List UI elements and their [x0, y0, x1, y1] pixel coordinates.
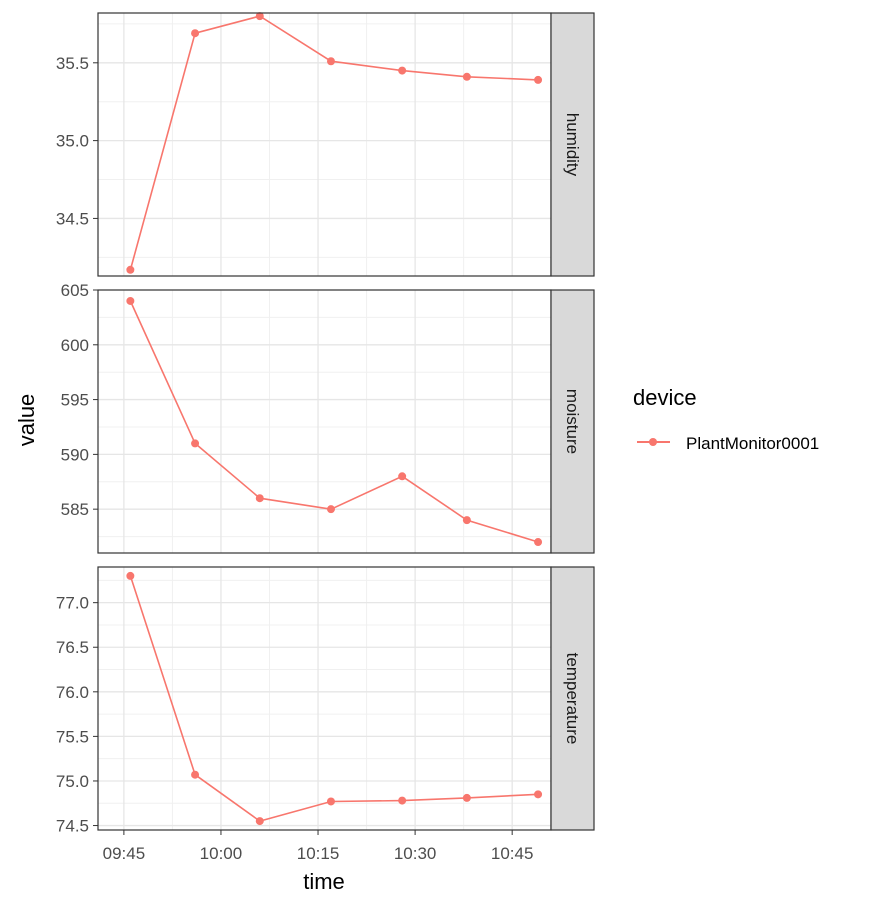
y-tick-label: 76.0 — [56, 683, 89, 702]
data-point — [326, 57, 335, 66]
data-point — [398, 66, 407, 75]
strip-background — [550, 12, 595, 277]
data-point — [255, 817, 264, 826]
legend-title: device — [633, 385, 697, 410]
data-point — [255, 494, 264, 503]
panel-background — [98, 567, 551, 830]
y-tick-label: 585 — [61, 500, 89, 519]
y-tick-label: 74.5 — [56, 817, 89, 836]
data-point — [126, 296, 135, 305]
x-tick-label: 10:45 — [491, 844, 534, 863]
legend-entry-label: PlantMonitor0001 — [686, 434, 819, 453]
data-point — [534, 75, 543, 84]
panel-moisture: 585 590 595 600 605 moisture — [61, 281, 595, 554]
x-tick-label: 10:30 — [394, 844, 437, 863]
y-tick-label: 76.5 — [56, 638, 89, 657]
data-point — [534, 538, 543, 547]
panel-humidity: 34.5 35.0 35.5 humidity — [56, 12, 595, 277]
legend-key-point — [649, 438, 657, 446]
strip-background — [550, 289, 595, 554]
y-tick-label: 600 — [61, 336, 89, 355]
data-point — [398, 472, 407, 481]
strip-label: humidity — [563, 113, 582, 177]
data-point — [126, 571, 135, 580]
x-axis-title: time — [303, 869, 345, 894]
strip-label: temperature — [563, 653, 582, 745]
data-point — [255, 12, 264, 21]
panel-background — [98, 290, 551, 553]
data-point — [191, 29, 200, 38]
x-tick-label: 10:15 — [297, 844, 340, 863]
data-point — [326, 505, 335, 514]
y-tick-label: 590 — [61, 445, 89, 464]
y-tick-label: 35.0 — [56, 132, 89, 151]
data-point — [462, 516, 471, 525]
data-point — [191, 770, 200, 779]
y-tick-label: 35.5 — [56, 54, 89, 73]
strip-background — [550, 566, 595, 831]
panel-temperature: 74.5 75.0 75.5 76.0 76.5 77.0 temperature — [56, 566, 595, 836]
data-point — [462, 793, 471, 802]
y-tick-label: 77.0 — [56, 594, 89, 613]
y-tick-label: 75.0 — [56, 772, 89, 791]
panels: 34.5 35.0 35.5 humidity 585 590 595 600 605 moist… — [56, 12, 595, 836]
data-point — [326, 797, 335, 806]
data-point — [126, 265, 135, 274]
panel-background — [98, 13, 551, 276]
strip-label: moisture — [563, 389, 582, 454]
x-tick-label: 09:45 — [103, 844, 146, 863]
y-tick-label: 34.5 — [56, 209, 89, 228]
data-point — [534, 790, 543, 799]
data-point — [398, 796, 407, 805]
data-point — [191, 439, 200, 448]
y-axis-title: value — [14, 394, 39, 447]
y-tick-label: 75.5 — [56, 727, 89, 746]
y-tick-label: 605 — [61, 281, 89, 300]
x-axis: 09:45 10:00 10:15 10:30 10:45 — [103, 830, 534, 863]
y-tick-label: 595 — [61, 391, 89, 410]
x-tick-label: 10:00 — [200, 844, 243, 863]
legend: device PlantMonitor0001 — [633, 385, 819, 453]
data-point — [462, 72, 471, 81]
